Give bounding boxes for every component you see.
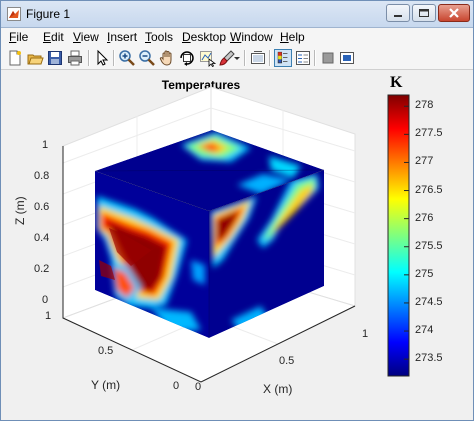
figure-toolbar [1, 47, 473, 70]
z-axis-label: Z (m) [13, 196, 27, 225]
window-title: Figure 1 [26, 7, 71, 21]
close-icon [449, 8, 459, 18]
edit-plot-icon[interactable] [93, 49, 111, 67]
close-button[interactable] [438, 4, 470, 22]
restore-button[interactable] [412, 4, 436, 22]
rotate-3d-icon[interactable] [178, 49, 196, 67]
axis-lines [62, 146, 356, 383]
menu-insert[interactable]: Insert [107, 30, 138, 44]
menu-file[interactable]: File [9, 30, 29, 44]
zoom-out-icon[interactable] [138, 49, 156, 67]
plot-title: Temperatures [161, 78, 241, 92]
print-icon[interactable] [66, 49, 84, 67]
toolbar-separator [88, 50, 90, 66]
y-tick: 0 [173, 380, 180, 392]
brush-dropdown-icon[interactable] [233, 49, 241, 67]
cube-left-face [95, 171, 209, 338]
toolbar-separator [314, 50, 316, 66]
toolbar-separator [269, 50, 271, 66]
menu-tools[interactable]: Tools [145, 30, 174, 44]
minimize-button[interactable] [386, 4, 410, 22]
axes-3d[interactable] [1, 70, 473, 420]
brush-icon[interactable] [218, 49, 236, 67]
insert-colorbar-icon[interactable] [274, 49, 292, 67]
restore-icon [419, 9, 429, 17]
toolbar-separator [244, 50, 246, 66]
insert-legend-icon[interactable] [294, 49, 312, 67]
menu-bar: File Edit View Insert Tools Desktop Wind… [1, 28, 473, 47]
colorbar-tick-label: 274 [415, 324, 434, 337]
link-plot-icon[interactable] [249, 49, 267, 67]
y-tick: 0.5 [98, 345, 114, 357]
colorbar-tick-label: 277.5 [415, 127, 443, 140]
menu-desktop[interactable]: Desktop [182, 30, 227, 44]
toolbar-separator [113, 50, 115, 66]
show-plot-tools-icon[interactable] [338, 49, 356, 67]
colorbar-unit: K [390, 74, 403, 91]
colorbar-tick-label: 276 [415, 211, 434, 224]
zoom-in-icon[interactable] [118, 49, 136, 67]
open-file-icon[interactable] [26, 49, 44, 67]
colorbar-tick-label: 277 [415, 155, 434, 168]
figure-canvas: Temperatures [1, 70, 473, 420]
menu-edit[interactable]: Edit [43, 30, 64, 44]
z-tick: 0 [42, 294, 49, 306]
save-icon[interactable] [46, 49, 64, 67]
colorbar-tick-label: 278 [415, 99, 434, 112]
menu-view[interactable]: View [73, 30, 99, 44]
x-tick: 0 [195, 381, 202, 393]
title-bar[interactable]: Figure 1 [1, 1, 473, 28]
cube-edges [94, 169, 325, 338]
y-axis-label: Y (m) [91, 378, 121, 392]
z-tick: 1 [42, 139, 49, 151]
z-tick: 0.4 [34, 232, 50, 244]
matlab-figure-icon [7, 7, 21, 21]
hide-plot-tools-icon[interactable] [319, 49, 337, 67]
z-tick: 0.6 [34, 201, 50, 213]
cube-right-face [209, 170, 324, 338]
colorbar[interactable] [387, 94, 411, 378]
colorbar-tick-label: 275.5 [415, 239, 443, 252]
x-tick: 1 [362, 328, 369, 340]
z-tick: 0.2 [34, 263, 50, 275]
colorbar-tick-label: 276.5 [415, 183, 443, 196]
minimize-icon [394, 15, 402, 17]
new-figure-icon[interactable] [6, 49, 24, 67]
menu-window[interactable]: Window [230, 30, 273, 44]
z-tick: 0.8 [34, 170, 50, 182]
x-tick: 0.5 [279, 355, 295, 367]
colorbar-tick-label: 273.5 [415, 352, 443, 365]
data-cursor-icon[interactable] [198, 49, 216, 67]
pan-icon[interactable] [158, 49, 176, 67]
colorbar-tick-label: 275 [415, 267, 434, 280]
x-axis-label: X (m) [263, 382, 293, 396]
menu-help[interactable]: Help [280, 30, 305, 44]
colorbar-tick-label: 274.5 [415, 295, 443, 308]
y-tick: 1 [45, 310, 52, 322]
